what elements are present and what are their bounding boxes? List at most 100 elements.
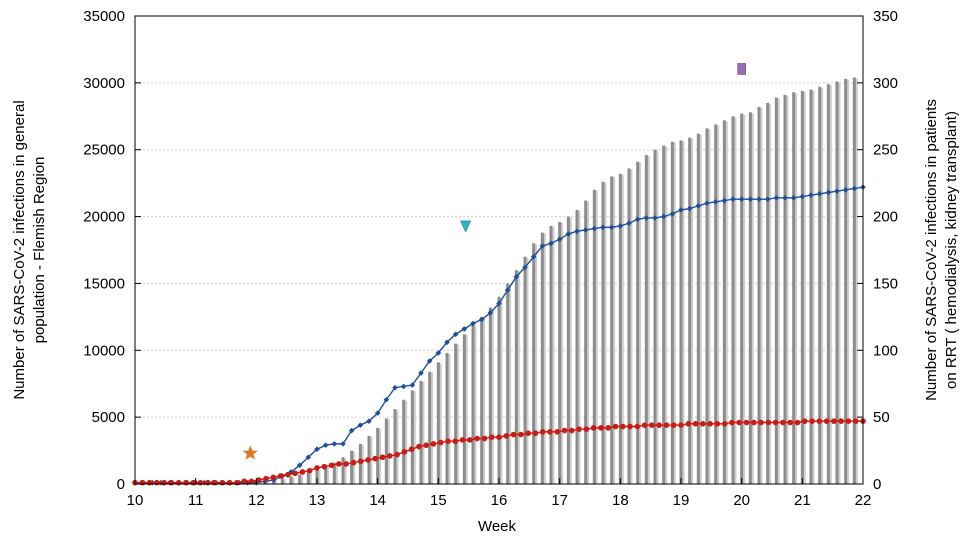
blue-series-point (296, 462, 303, 469)
red-series-point (590, 425, 597, 431)
bar-shadow (759, 107, 763, 484)
red-series-point (197, 479, 204, 486)
red-series-point (328, 462, 335, 469)
bar (454, 343, 458, 484)
red-series-point (467, 437, 473, 443)
bar-series (133, 77, 858, 485)
bar-shadow (421, 382, 425, 484)
x-tick-label: 16 (491, 492, 508, 509)
red-series-point (205, 479, 211, 486)
y-left-tick-label: 10000 (83, 342, 125, 359)
bar-shadow (352, 451, 356, 484)
bar (402, 399, 406, 484)
blue-series-point (444, 339, 450, 346)
bar-shadow (144, 482, 148, 484)
bar (592, 189, 596, 485)
bar-shadow (473, 325, 477, 484)
blue-series-point (816, 191, 823, 197)
bar (324, 465, 328, 484)
blue-series-point (721, 197, 728, 204)
blue-series-point (764, 196, 771, 202)
bar-shadow (716, 125, 720, 485)
bar-shadow (525, 257, 529, 484)
red-series-point (430, 441, 437, 447)
bar-shadow (360, 444, 364, 484)
red-series-point (852, 418, 859, 424)
bar (471, 324, 475, 484)
red-series-point (583, 426, 590, 432)
red-series-point (816, 418, 823, 424)
bar (410, 390, 414, 484)
bar (644, 155, 648, 484)
blue-series-point (747, 196, 754, 202)
bar (705, 128, 709, 484)
x-tick-label: 21 (794, 492, 811, 509)
bar-shadow (508, 284, 512, 484)
bar (497, 296, 501, 484)
bar (610, 176, 614, 484)
y-left-tick-label: 25000 (83, 142, 125, 159)
red-series-point (634, 423, 641, 430)
red-series-point (270, 474, 277, 481)
bar-shadow (542, 233, 546, 484)
bar (428, 371, 432, 484)
bar (809, 89, 813, 485)
bar-shadow (482, 317, 486, 484)
red-series-point (452, 438, 459, 445)
bar (506, 283, 510, 484)
bar-shadow (499, 297, 503, 484)
blue-series-point (652, 215, 658, 221)
blue-series-point (305, 454, 312, 461)
bar (618, 173, 622, 485)
bar-shadow (785, 95, 789, 485)
y-axis-right-label: Number of SARS-CoV-2 infections in patie… (923, 99, 960, 401)
red-series-point (488, 434, 495, 441)
bar (826, 84, 830, 485)
red-series-point (146, 479, 153, 486)
bar-shadow (724, 121, 728, 484)
red-series-point (539, 429, 546, 435)
bar (306, 471, 310, 484)
red-series-point (743, 419, 750, 426)
x-tick-label: 13 (309, 492, 326, 509)
x-tick-label: 10 (127, 492, 144, 509)
blue-series-point (851, 185, 858, 192)
red-series-point (350, 459, 357, 466)
blue-series-point (582, 227, 589, 233)
blue-series-point (530, 253, 537, 260)
blue-series-point (322, 442, 329, 449)
blue-series-point (556, 236, 563, 243)
red-series-point (292, 470, 298, 477)
red-series-point (692, 421, 699, 427)
bar-shadow (369, 436, 373, 484)
bar (445, 352, 449, 484)
blue-series-point (730, 196, 736, 202)
bar-shadow (846, 79, 850, 485)
bar-shadow (326, 466, 330, 484)
red-series-point (801, 418, 808, 424)
bar-shadow (551, 226, 555, 484)
x-tick-label: 20 (733, 492, 750, 509)
blue-series-point (374, 410, 381, 416)
red-series-point (459, 437, 466, 443)
bar (540, 232, 544, 484)
bar (601, 181, 605, 484)
x-tick-label: 19 (673, 492, 690, 509)
triangle-marker (460, 220, 472, 233)
red-series-point (772, 419, 779, 426)
red-series-point (219, 479, 226, 486)
red-series-point (845, 418, 852, 424)
red-series-point (619, 423, 626, 430)
bar (436, 362, 440, 484)
bar (748, 112, 752, 484)
red-series-point (321, 463, 328, 470)
red-series-point (416, 443, 422, 450)
red-series-point (641, 422, 648, 428)
bar (783, 94, 787, 485)
y-right-tick-label: 100 (873, 342, 898, 359)
bar (332, 462, 336, 484)
red-series-point (161, 479, 167, 486)
blue-series-point (799, 193, 806, 200)
y-left-tick-label: 30000 (83, 75, 125, 92)
